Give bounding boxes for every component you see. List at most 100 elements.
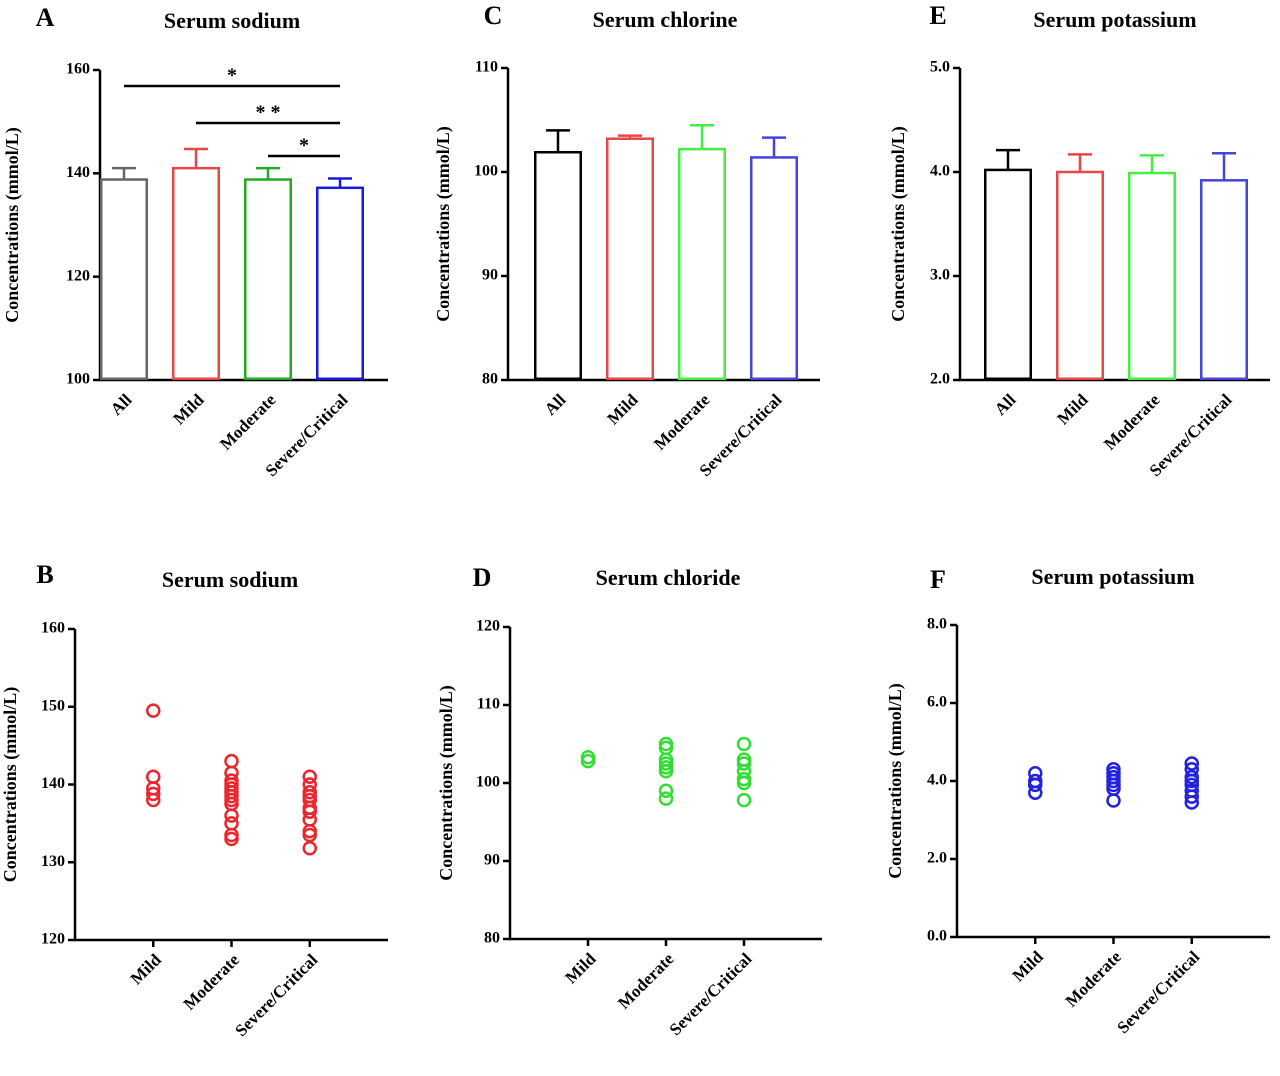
y-tick-label: 160 [66,61,90,78]
bar [1200,179,1248,380]
y-tick-label: 110 [477,696,500,713]
x-tick-label: All [107,390,136,419]
y-tick-label: 80 [482,371,498,388]
x-tick-label: Severe/Critical [666,949,756,1039]
panel-label: E [929,1,946,30]
x-tick-label: Severe/Critical [1113,947,1203,1037]
y-tick-label: 130 [41,853,65,870]
chart-title: Serum chloride [596,565,741,590]
data-point [224,808,239,823]
x-tick-label: All [541,390,570,419]
y-axis-label: Concentrations (mmol/L) [888,126,909,321]
chart-title: Serum sodium [164,8,300,33]
panel-label: F [930,565,946,594]
x-tick-label: Moderate [650,390,714,454]
x-tick-label: Mild [603,390,642,429]
data-point [302,804,317,819]
data-point [146,769,161,784]
chart-title: Serum sodium [162,567,298,592]
chart-title: Serum potassium [1033,7,1196,32]
y-tick-label: 2.0 [930,371,950,388]
y-tick-label: 140 [41,775,65,792]
bar [244,178,292,380]
y-tick-label: 0.0 [927,928,947,945]
x-tick-label: Mild [127,950,166,989]
bar [172,166,220,380]
x-tick-label: Moderate [1100,390,1164,454]
y-tick-label: 120 [41,931,65,948]
bar [984,168,1032,380]
y-tick-label: 90 [484,852,500,869]
y-axis-label: Concentrations (mmol/L) [433,126,454,321]
x-tick-label: All [991,390,1020,419]
data-point [658,783,674,799]
y-axis-label: Concentrations (mmol/L) [436,685,457,880]
y-axis-label: Concentrations (mmol/L) [885,683,906,878]
y-tick-label: 150 [41,697,65,714]
y-tick-label: 120 [476,618,500,635]
data-point [146,792,161,808]
data-point [1028,785,1043,800]
y-tick-label: 160 [41,620,65,637]
y-tick-label: 3.0 [930,267,950,284]
significance-label: * [299,135,309,157]
data-point [736,775,752,791]
data-point [224,753,239,769]
data-point [1106,793,1121,808]
y-tick-label: 5.0 [930,59,950,76]
panel-label: D [473,563,492,592]
data-point [658,764,674,779]
x-tick-label: Mild [169,390,208,429]
chart-title: Serum potassium [1031,564,1194,589]
significance-label: * * [256,102,281,124]
bar [534,150,582,380]
y-axis-label: Concentrations (mmol/L) [0,687,21,882]
y-tick-label: 4.0 [927,772,947,789]
data-point [658,791,674,806]
bar [750,156,798,380]
x-tick-label: Moderate [180,950,244,1014]
y-tick-label: 80 [484,930,500,947]
data-point [1184,756,1199,771]
data-point [1184,789,1199,804]
y-tick-label: 110 [475,59,498,76]
data-point [224,816,239,831]
bar [1128,171,1176,380]
data-point [146,786,161,802]
data-point [736,756,752,771]
y-tick-label: 120 [66,267,90,284]
data-point [1184,795,1199,810]
data-point [1028,777,1043,793]
bar [1056,170,1104,380]
x-tick-label: Severe/Critical [231,950,321,1040]
data-point [580,753,596,769]
y-tick-label: 8.0 [927,616,947,633]
significance-label: * [227,65,237,87]
x-tick-label: Moderate [1062,947,1126,1011]
x-tick-label: Moderate [216,390,280,454]
y-tick-label: 2.0 [927,850,947,867]
bar [606,137,654,380]
panel-label: C [484,1,503,30]
data-point [146,703,161,718]
y-tick-label: 100 [66,371,90,388]
bar [316,186,364,380]
y-tick-label: 6.0 [927,694,947,711]
y-tick-label: 4.0 [930,163,950,180]
data-point [736,736,752,752]
data-point [302,812,317,827]
y-tick-label: 90 [482,267,498,284]
data-point [224,831,239,847]
y-tick-label: 100 [474,163,498,180]
chart-title: Serum chlorine [593,7,738,32]
data-point [302,769,317,784]
y-tick-label: 140 [66,164,90,181]
x-tick-label: Mild [1009,947,1048,986]
data-point [302,841,317,856]
y-axis-label: Concentrations (mmol/L) [2,127,23,322]
data-point [736,792,752,808]
x-tick-label: Mild [1053,390,1092,429]
x-tick-label: Moderate [614,949,678,1013]
y-tick-label: 100 [476,774,500,791]
